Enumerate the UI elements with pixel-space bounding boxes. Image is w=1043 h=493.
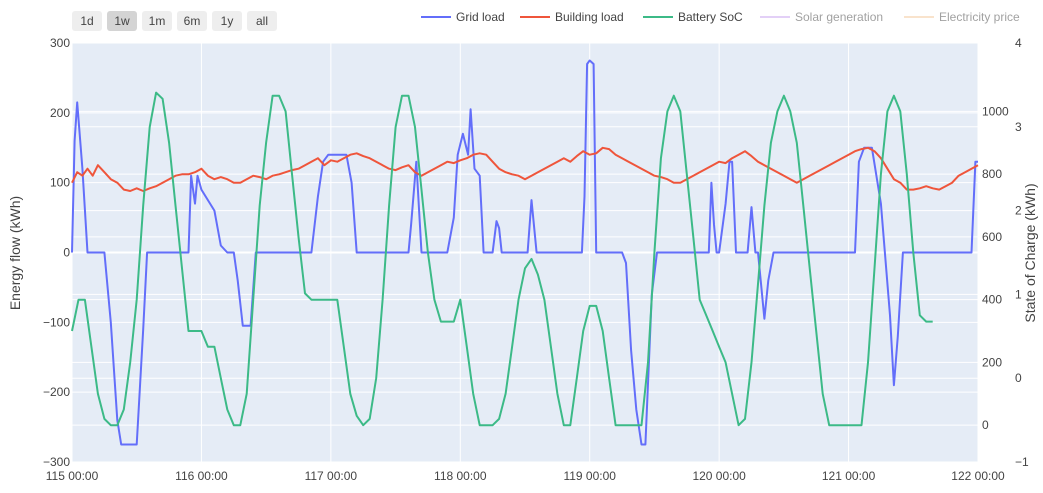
- range-button-label: 1d: [80, 14, 93, 28]
- building-load-line: [71, 146, 979, 192]
- range-button-1y[interactable]: 1y: [212, 11, 242, 31]
- y-axis-title-left: Energy flow (kWh): [7, 196, 23, 310]
- y-tick-label: −100: [43, 315, 70, 329]
- y2-tick-label: −1: [1015, 455, 1029, 469]
- legend-item-solar-generation[interactable]: Solar generation: [760, 10, 883, 24]
- y2-tick-label: 2: [1015, 204, 1022, 218]
- left-y-axis: −300 −200 −100 0 100 200 300: [43, 36, 70, 469]
- y2-tick-label: 3: [1015, 120, 1022, 134]
- range-button-label: all: [256, 14, 268, 28]
- legend-item-battery-soc[interactable]: Battery SoC: [643, 10, 743, 24]
- range-selector: 1d 1w 1m 6m 1y all: [72, 11, 277, 31]
- right-y-axis: −1 0 1 2 3 4 0 200 400 600 800 1000: [982, 36, 1029, 469]
- x-tick-label: 116 00:00: [175, 469, 228, 483]
- legend-label: Grid load: [456, 10, 505, 24]
- x-tick-label: 121 00:00: [822, 469, 876, 483]
- x-tick-label: 115 00:00: [46, 469, 99, 483]
- legend-item-building-load[interactable]: Building load: [520, 10, 624, 24]
- x-tick-label: 119 00:00: [563, 469, 616, 483]
- x-tick-label: 120 00:00: [692, 469, 746, 483]
- range-button-bg: [142, 11, 172, 31]
- y-tick-label: −300: [43, 455, 70, 469]
- range-button-1d[interactable]: 1d: [72, 11, 102, 31]
- y2-tick-label: 1: [1015, 287, 1022, 301]
- legend: Grid load Building load Battery SoC Solar g…: [421, 10, 1020, 24]
- y-tick-label: 200: [50, 106, 70, 120]
- range-button-1w[interactable]: 1w: [107, 11, 137, 31]
- range-button-label: 1w: [114, 14, 130, 28]
- legend-label: Solar generation: [795, 10, 883, 24]
- range-button-label: 1m: [149, 14, 166, 28]
- x-axis: 115 00:00 116 00:00 117 00:00 118 00:00 119 …: [46, 469, 1005, 483]
- range-button-bg: [72, 11, 102, 31]
- y-axis-title-right: State of Charge (kWh): [1022, 183, 1038, 322]
- legend-label: Building load: [555, 10, 624, 24]
- range-button-label: 6m: [184, 14, 201, 28]
- range-button-1m[interactable]: 1m: [142, 11, 172, 31]
- range-button-bg: [107, 11, 137, 31]
- y-tick-label: 0: [63, 246, 70, 260]
- y3-tick-label: 400: [982, 293, 1002, 307]
- legend-item-electricity-price[interactable]: Electricity price: [904, 10, 1020, 24]
- grid: [71, 42, 979, 463]
- y-tick-label: 100: [50, 176, 70, 190]
- x-tick-label: 122 00:00: [951, 469, 1005, 483]
- x-tick-label: 118 00:00: [434, 469, 487, 483]
- range-button-6m[interactable]: 6m: [177, 11, 207, 31]
- y2-tick-label: 0: [1015, 371, 1022, 385]
- y3-tick-label: 0: [982, 418, 989, 432]
- range-button-label: 1y: [221, 14, 234, 28]
- y2-tick-label: 4: [1015, 36, 1022, 50]
- legend-label: Electricity price: [939, 10, 1020, 24]
- series-layer: [71, 59, 979, 446]
- y3-tick-label: 1000: [982, 104, 1009, 118]
- legend-item-grid-load[interactable]: Grid load: [421, 10, 505, 24]
- range-button-bg: [177, 11, 207, 31]
- grid-load-line: [71, 59, 978, 446]
- y3-tick-label: 200: [982, 355, 1002, 369]
- legend-label: Battery SoC: [678, 10, 743, 24]
- range-button-all[interactable]: all: [247, 11, 277, 31]
- y3-tick-label: 800: [982, 167, 1002, 181]
- range-button-bg: [247, 11, 277, 31]
- y3-tick-label: 600: [982, 230, 1002, 244]
- y-tick-label: −200: [43, 385, 70, 399]
- battery-soc-line: [71, 91, 933, 427]
- range-button-bg: [212, 11, 242, 31]
- x-tick-label: 117 00:00: [305, 469, 358, 483]
- y-tick-label: 300: [50, 36, 70, 50]
